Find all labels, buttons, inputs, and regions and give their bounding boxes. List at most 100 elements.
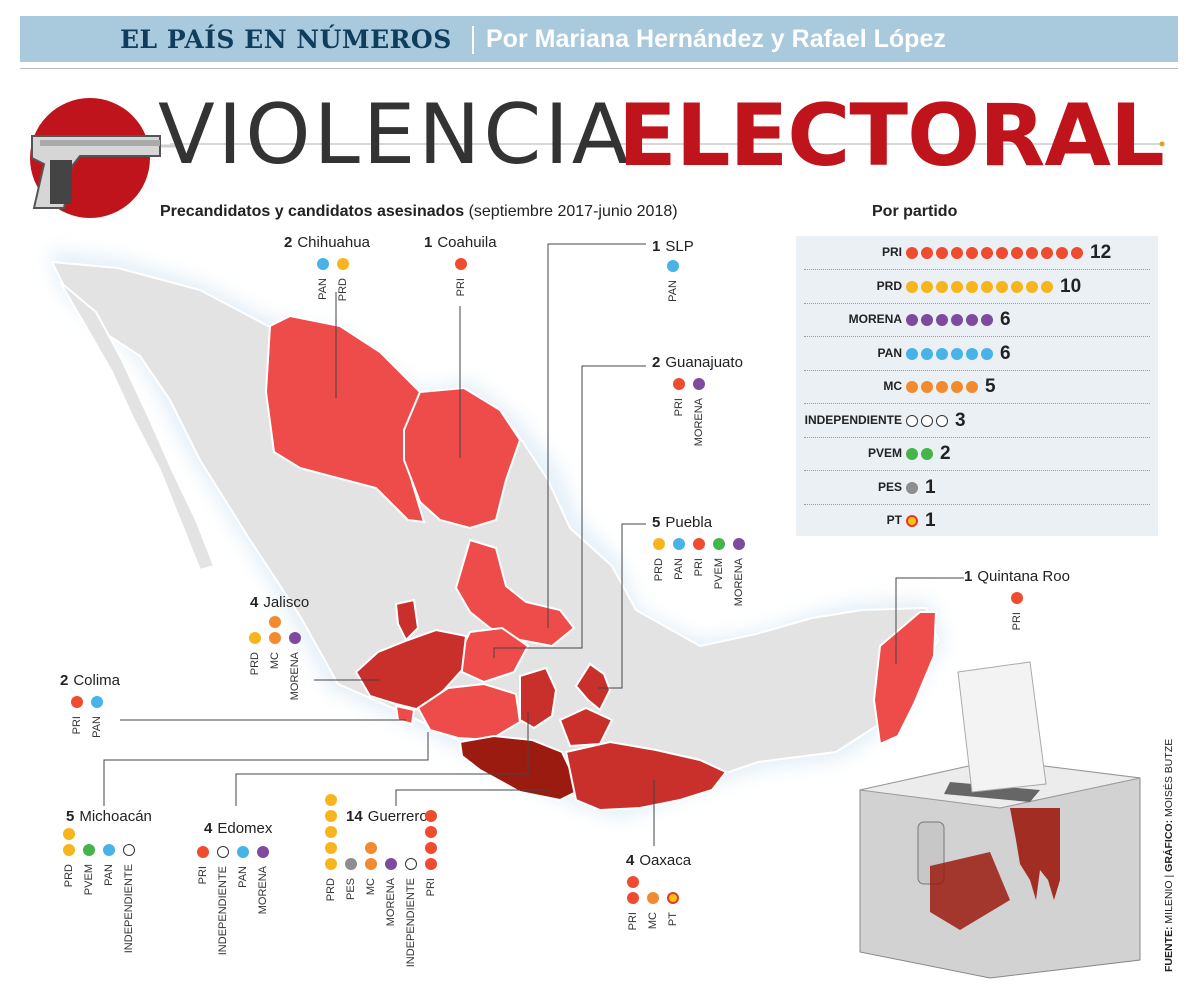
party-stack: MC (646, 892, 659, 929)
state-oaxaca (564, 740, 728, 812)
party-dot-mc (646, 892, 659, 904)
party-dot-prd (906, 280, 918, 293)
party-dot-prd (324, 810, 337, 822)
state-label: 2 Chihuahua (284, 234, 370, 251)
party-label: MC (268, 652, 281, 670)
party-dot-pan (981, 347, 993, 360)
state-total: 2 (652, 354, 661, 371)
state-party-dots: PRI PAN (70, 696, 103, 738)
state-chihuahua (264, 314, 426, 524)
party-label: PAN (672, 558, 685, 580)
party-dot-pri (1071, 247, 1083, 259)
party-stack: INDEPENDIENTE (404, 858, 417, 967)
party-stack: PT (666, 892, 679, 926)
pistol-icon (30, 98, 180, 218)
state-name: Guanajuato (665, 354, 743, 371)
ballot-box (859, 661, 1141, 979)
party-label: PRD (62, 864, 75, 888)
party-dot-prd (324, 826, 337, 838)
title-violencia: VIOLENCIA (158, 86, 632, 183)
party-label: PVEM (82, 864, 95, 896)
state-name: Colima (73, 672, 121, 689)
party-stack: PRI (626, 876, 639, 930)
party-dot-pvem (921, 448, 933, 460)
party-dot-pri (936, 247, 948, 259)
party-stack: PRD (324, 794, 337, 901)
party-label: MORENA (288, 652, 301, 701)
party-dot-prd (936, 280, 948, 293)
state-name: Puebla (665, 514, 713, 531)
party-dot-mc (364, 842, 377, 854)
state-label: 1 Quintana Roo (964, 568, 1070, 585)
state-label: 4 Oaxaca (626, 852, 691, 869)
party-dot-pri (951, 247, 963, 259)
row-divider (804, 369, 1150, 371)
party-dot-pvem (82, 844, 95, 856)
map-subtitle: Precandidatos y candidatos asesinados (s… (160, 203, 678, 221)
party-dot-pri (626, 876, 639, 888)
party-row: PRI 12 (796, 236, 1158, 270)
party-dot-pri (906, 247, 918, 259)
graphic-value: MOISÉS BUTZE (1163, 738, 1175, 817)
party-dot-pri (966, 247, 978, 259)
header-band: EL PAÍS EN NÚMEROS Por Mariana Hernández… (20, 16, 1178, 62)
state-total: 5 (652, 514, 661, 531)
party-dot-prd (324, 858, 337, 870)
party-dot-prd (1041, 280, 1053, 293)
party-stack: MORENA (692, 378, 705, 446)
state-name: Quintana Roo (977, 568, 1070, 585)
party-label: MORENA (732, 558, 745, 607)
party-label: PT (666, 912, 679, 927)
state-guerrero (458, 734, 582, 802)
party-label: PRI (196, 866, 209, 885)
party-row: MC 5 (796, 370, 1158, 404)
party-dot-prd (336, 258, 349, 270)
party-dot-pvem (712, 538, 725, 550)
party-label: MORENA (256, 866, 269, 915)
party-dot-prd (1011, 280, 1023, 293)
row-divider (804, 302, 1150, 304)
party-count: 10 (1060, 275, 1082, 297)
graphic-label: GRÁFICO: (1163, 819, 1175, 872)
party-dot-morena (966, 314, 978, 326)
party-dot-morena (951, 314, 963, 326)
state-party-dots: PRD PES MC MORENA INDEPENDIENTE PRI (324, 794, 437, 967)
party-name: INDEPENDIENTE (804, 412, 902, 427)
party-dot-morena (921, 314, 933, 326)
party-dot-pvem (906, 448, 918, 460)
party-stack: PAN (672, 538, 685, 580)
party-dot-prd (324, 794, 337, 806)
party-dot-pan (936, 347, 948, 360)
party-row: PES 1 (796, 471, 1158, 505)
party-label: PAN (236, 866, 249, 888)
party-stack: PRD (652, 538, 665, 581)
party-dot-independiente (122, 844, 135, 856)
state-total: 2 (284, 234, 293, 251)
party-dot-independiente (906, 414, 918, 427)
party-label: PRI (424, 878, 437, 897)
party-dot-pri (1010, 592, 1023, 604)
party-dot-pri (626, 892, 639, 904)
party-dot-pri (996, 247, 1008, 259)
party-dot-pan (102, 844, 115, 856)
state-total: 5 (66, 808, 75, 825)
party-label: MC (364, 878, 377, 896)
state-quintana-roo (872, 611, 938, 746)
party-label: PRD (248, 652, 261, 676)
party-label: PRD (324, 878, 337, 902)
row-divider (804, 470, 1150, 471)
party-dot-mc (951, 381, 963, 393)
party-label: INDEPENDIENTE (216, 866, 229, 956)
state-party-dots: PRI INDEPENDIENTE PAN MORENA (196, 846, 269, 955)
state-label: 4 Edomex (204, 820, 272, 837)
state-name: Guerrero (367, 808, 428, 825)
party-dot-prd (62, 828, 75, 840)
state-label: 1 SLP (652, 238, 694, 255)
party-count: 1 (925, 476, 936, 498)
party-dots: 6 (906, 344, 1011, 363)
state-label: 14 Guerrero (346, 808, 428, 825)
state-name: Michoacán (79, 808, 152, 825)
party-dot-mc (921, 381, 933, 393)
state-slp (454, 538, 576, 648)
party-stack: PRI (672, 378, 685, 416)
